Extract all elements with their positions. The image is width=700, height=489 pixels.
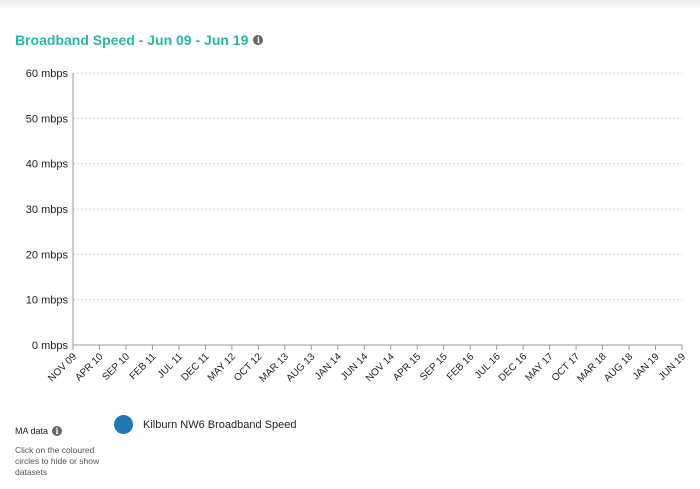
chart-title-text: Broadband Speed - Jun 09 - Jun 19 (15, 32, 249, 48)
top-edge-shadow (0, 0, 700, 10)
x-tick-label: JAN 19 (631, 351, 662, 382)
x-tick-label: DEC 16 (497, 351, 530, 384)
y-tick-label: 20 mbps (26, 249, 69, 261)
x-tick-label: SEP 15 (418, 351, 450, 383)
x-tick-label: FEB 11 (128, 351, 159, 382)
x-tick-label: NOV 14 (364, 351, 397, 384)
info-icon[interactable]: i (253, 35, 264, 45)
x-tick-label: AUG 18 (602, 351, 635, 384)
ma-data-text: MA data (15, 426, 49, 436)
x-tick-label: APR 15 (391, 351, 423, 383)
x-tick-label: JAN 14 (313, 351, 344, 382)
x-tick-label: SEP 10 (100, 351, 132, 383)
y-tick-label: 10 mbps (26, 295, 69, 307)
x-tick-label: AUG 13 (284, 351, 317, 384)
y-tick-label: 40 mbps (26, 159, 69, 171)
legend-help-text: Click on the coloured circles to hide or… (15, 445, 100, 477)
chart-title: Broadband Speed - Jun 09 - Jun 19 i (15, 32, 264, 48)
legend-circle-toggle[interactable] (114, 415, 133, 434)
legend-item-kilburn[interactable]: Kilburn NW6 Broadband Speed (114, 415, 296, 434)
legend-series-name: Kilburn NW6 Broadband Speed (143, 418, 297, 431)
y-tick-label: 60 mbps (26, 68, 69, 80)
x-tick-label: APR 10 (73, 351, 105, 383)
y-tick-label: 0 mbps (32, 340, 69, 352)
x-tick-label: MAY 12 (206, 351, 239, 384)
ma-data-label: MA data i (15, 426, 63, 436)
ma-info-icon[interactable]: i (52, 426, 63, 436)
x-tick-label: JUN 19 (657, 351, 689, 383)
x-tick-label: NOV 09 (46, 351, 79, 384)
y-tick-label: 30 mbps (26, 204, 69, 216)
broadband-speed-chart: 0 mbps 10 mbps 20 mbps 30 mbps 40 mbps 50 mbp… (26, 68, 689, 385)
y-tick-label: 50 mbps (26, 113, 69, 125)
x-tick-label: FEB 16 (445, 351, 477, 383)
